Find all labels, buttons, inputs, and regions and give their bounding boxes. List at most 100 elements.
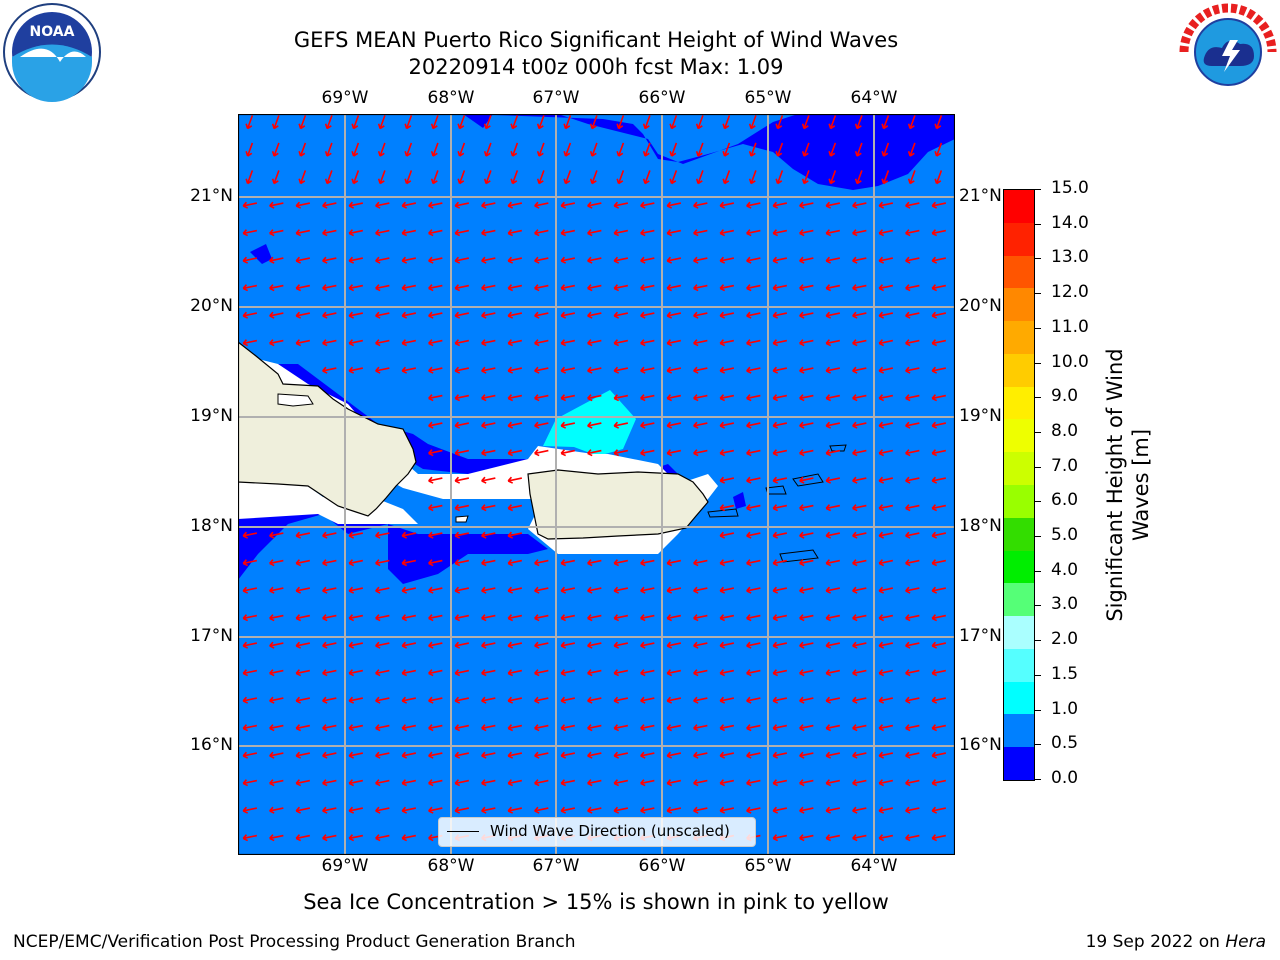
wave-direction-arrow bbox=[878, 559, 894, 567]
wave-direction-arrow bbox=[481, 476, 496, 484]
wave-direction-arrow bbox=[905, 339, 920, 347]
wave-direction-arrow bbox=[428, 449, 443, 457]
wave-direction-arrow bbox=[481, 449, 496, 457]
wave-direction-arrow bbox=[931, 779, 947, 787]
wave-direction-arrow bbox=[587, 751, 602, 759]
wave-direction-arrow bbox=[746, 614, 761, 622]
wave-direction-arrow bbox=[534, 311, 549, 319]
colorbar-segment bbox=[1004, 321, 1034, 355]
wave-direction-arrow bbox=[242, 229, 258, 237]
wave-direction-arrow bbox=[560, 559, 576, 567]
wave-direction-arrow bbox=[457, 142, 466, 157]
wave-direction-arrow bbox=[507, 421, 523, 429]
wave-direction-arrow bbox=[642, 170, 651, 185]
wave-direction-arrow bbox=[322, 614, 337, 622]
wave-direction-arrow bbox=[693, 229, 708, 237]
colorbar-label-line2: Waves [m] bbox=[1129, 428, 1153, 542]
wave-direction-arrow bbox=[878, 284, 894, 292]
wave-direction-arrow bbox=[560, 614, 576, 622]
wave-direction-arrow bbox=[560, 806, 576, 814]
wave-direction-arrow bbox=[428, 724, 443, 732]
mona-island bbox=[455, 515, 469, 523]
wave-direction-arrow bbox=[401, 229, 417, 237]
wave-direction-arrow bbox=[587, 421, 602, 429]
colorbar-segment bbox=[1004, 714, 1034, 748]
wave-direction-arrow bbox=[772, 751, 788, 759]
wave-direction-arrow bbox=[931, 449, 947, 457]
wave-direction-arrow bbox=[375, 724, 390, 732]
wave-direction-arrow bbox=[905, 504, 920, 512]
footer-credit: NCEP/EMC/Verification Post Processing Pr… bbox=[13, 932, 576, 952]
wave-direction-arrow bbox=[905, 229, 920, 237]
wave-direction-arrow bbox=[799, 201, 814, 209]
wave-direction-arrow bbox=[613, 229, 629, 237]
wave-direction-arrow bbox=[746, 806, 761, 814]
lat-label-left: 20°N bbox=[190, 296, 233, 316]
wave-direction-arrow bbox=[454, 696, 470, 704]
colorbar-tick-label: 2.0 bbox=[1051, 629, 1079, 650]
wave-direction-arrow bbox=[878, 669, 894, 677]
wave-direction-arrow bbox=[719, 751, 735, 759]
anegada-island bbox=[829, 444, 847, 452]
wave-direction-arrow bbox=[481, 504, 496, 512]
lat-label-right: 21°N bbox=[959, 186, 1002, 206]
wave-direction-arrow bbox=[722, 170, 731, 185]
colorbar-tick-mark bbox=[1034, 570, 1041, 572]
wave-direction-arrow bbox=[295, 614, 311, 622]
wave-direction-arrow bbox=[719, 696, 735, 704]
nodata-strip-south bbox=[238, 479, 418, 524]
wave-direction-arrow bbox=[613, 669, 629, 677]
wave-direction-arrow bbox=[881, 170, 890, 185]
wave-direction-arrow bbox=[295, 669, 311, 677]
wave-direction-arrow bbox=[613, 724, 629, 732]
footer-date-text: 19 Sep 2022 on bbox=[1085, 932, 1226, 952]
wave-direction-arrow bbox=[852, 669, 867, 677]
wave-direction-arrow bbox=[454, 476, 470, 484]
wave-direction-arrow bbox=[295, 339, 311, 347]
lat-label-left: 21°N bbox=[190, 186, 233, 206]
wave-direction-arrow bbox=[322, 779, 337, 787]
wave-direction-arrow bbox=[666, 256, 682, 264]
wave-direction-arrow bbox=[428, 201, 443, 209]
wave-direction-arrow bbox=[454, 751, 470, 759]
wave-direction-arrow bbox=[799, 806, 814, 814]
colorbar-tick-label: 14.0 bbox=[1051, 212, 1089, 233]
wave-direction-arrow bbox=[375, 256, 390, 264]
wave-direction-arrow bbox=[348, 641, 364, 649]
wave-direction-arrow bbox=[534, 641, 549, 649]
wave-direction-arrow bbox=[348, 751, 364, 759]
wave-direction-arrow bbox=[348, 366, 364, 374]
colorbar-label: Significant Height of Wind Waves [m] bbox=[1102, 348, 1154, 621]
wave-direction-arrow bbox=[589, 142, 598, 157]
lon-label-bottom: 68°W bbox=[427, 856, 475, 876]
wave-direction-arrow bbox=[322, 696, 337, 704]
wave-direction-arrow bbox=[348, 229, 364, 237]
wave-direction-arrow bbox=[322, 366, 337, 374]
wave-direction-arrow bbox=[616, 115, 625, 130]
wave-direction-arrow bbox=[348, 696, 364, 704]
wave-direction-arrows bbox=[242, 115, 947, 842]
colorbar-segment bbox=[1004, 222, 1034, 257]
wave-direction-arrow bbox=[828, 115, 837, 130]
wave-direction-arrow bbox=[905, 394, 920, 402]
wave-direction-arrow bbox=[825, 559, 841, 567]
wave-direction-arrow bbox=[454, 779, 470, 787]
wave-direction-arrow bbox=[666, 641, 682, 649]
wave-direction-arrow bbox=[454, 724, 470, 732]
wave-direction-arrow bbox=[828, 142, 837, 157]
wave-direction-arrow bbox=[825, 339, 841, 347]
wave-direction-arrow bbox=[666, 806, 682, 814]
wave-direction-arrow bbox=[295, 284, 311, 292]
wave-direction-arrow bbox=[852, 394, 867, 402]
wave-direction-arrow bbox=[881, 115, 890, 130]
wave-direction-arrow bbox=[719, 421, 735, 429]
wave-direction-arrow bbox=[931, 834, 947, 842]
wave-direction-arrow bbox=[587, 559, 602, 567]
colorbar-segment bbox=[1004, 288, 1034, 322]
colorbar-segment bbox=[1004, 616, 1034, 650]
lat-label-left: 18°N bbox=[190, 516, 233, 536]
wave-direction-arrow bbox=[905, 806, 920, 814]
wave-direction-arrow bbox=[430, 142, 439, 157]
wave-direction-arrow bbox=[481, 696, 496, 704]
wave-direction-arrow bbox=[905, 751, 920, 759]
